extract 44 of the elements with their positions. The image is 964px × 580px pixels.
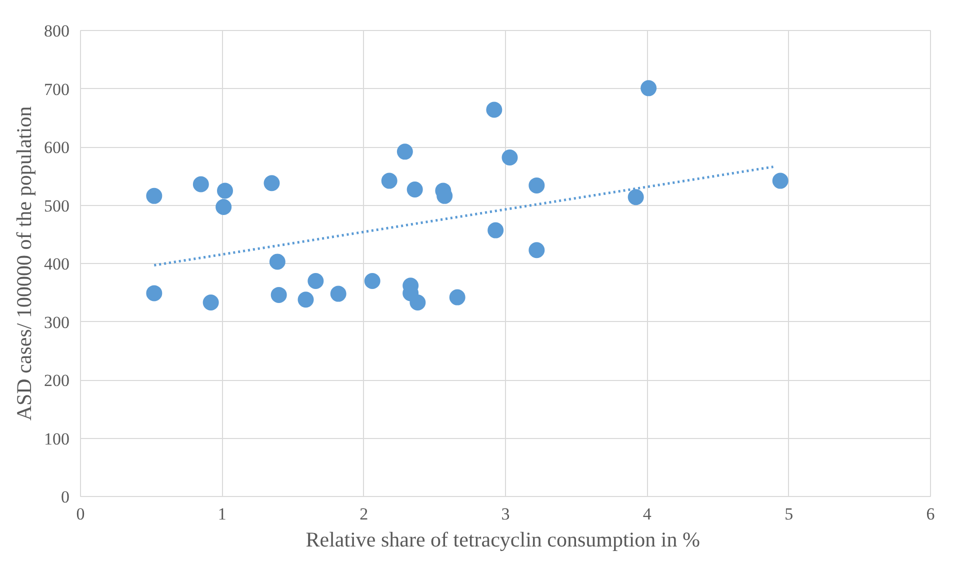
point (640, 80, 657, 96)
point (146, 285, 162, 302)
y-tick-label: 100 (44, 429, 70, 448)
y-tick-label: 200 (44, 371, 70, 390)
point (381, 172, 398, 189)
point (488, 222, 504, 238)
y-tick-label: 600 (44, 138, 70, 157)
point (502, 150, 518, 166)
point (410, 294, 426, 311)
point (269, 254, 286, 270)
x-tick-label: 4 (642, 504, 652, 524)
x-tick-label: 3 (501, 504, 510, 524)
point (364, 272, 380, 289)
point (270, 286, 287, 303)
y-tick-label: 0 (61, 488, 70, 506)
x-tick-label: 0 (76, 504, 85, 524)
point (528, 242, 545, 258)
point (264, 175, 280, 192)
point (202, 294, 219, 311)
point (308, 272, 324, 289)
point (486, 102, 502, 118)
y-axis-title: ASD cases/ 100000 of the population (12, 106, 36, 421)
y-tick-label: 300 (44, 312, 70, 332)
x-tick-label: 5 (784, 504, 794, 524)
x-tick-label: 2 (360, 504, 368, 524)
x-axis-title: Relative share of tetracyclin consumption in % (306, 528, 700, 552)
x-tick-label: 1 (218, 504, 226, 524)
point (528, 177, 545, 194)
point (449, 289, 466, 306)
point (216, 199, 232, 215)
point (217, 182, 233, 199)
y-tick-label: 700 (44, 80, 70, 99)
point (396, 144, 413, 160)
point (298, 292, 314, 308)
point (146, 188, 162, 204)
y-tick-label: 800 (44, 22, 70, 40)
point (628, 189, 644, 206)
x-tick-label: 6 (926, 504, 935, 524)
point (772, 172, 788, 189)
point (406, 182, 423, 198)
point (330, 286, 346, 302)
point (192, 176, 209, 192)
y-tick-label: 500 (44, 196, 70, 216)
y-tick-label: 400 (44, 254, 70, 274)
